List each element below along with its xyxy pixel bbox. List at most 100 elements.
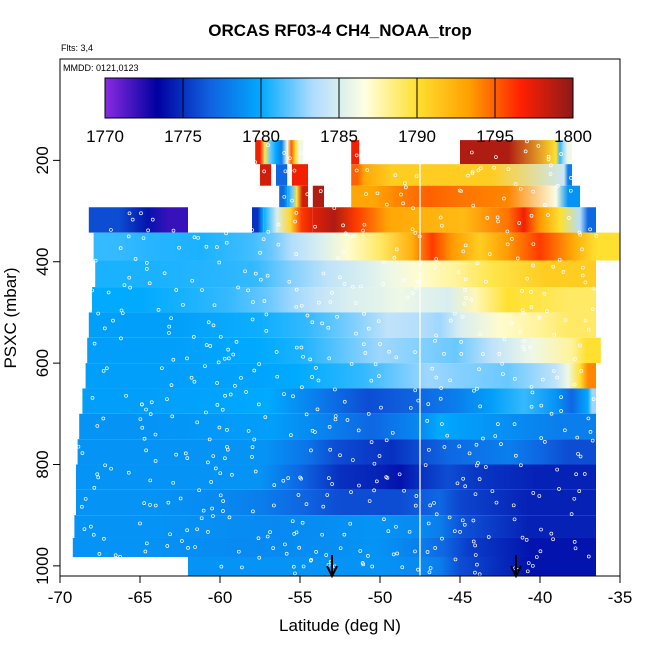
sample-point-224 (563, 318, 568, 322)
sample-point-179 (462, 301, 467, 306)
sample-point-519 (118, 554, 122, 559)
sample-point-248 (387, 349, 391, 354)
heat-cell-3-9 (540, 207, 580, 233)
sample-point-343 (138, 417, 143, 422)
sample-point-542 (440, 536, 444, 541)
heat-cell-5-5 (492, 260, 596, 288)
heat-cell-12-2 (308, 439, 364, 465)
sample-point-479 (490, 489, 495, 493)
sample-point-294 (477, 367, 481, 372)
sample-point-80 (529, 213, 534, 218)
x-tick-label-0: -70 (48, 588, 73, 607)
sample-point-293 (512, 377, 517, 381)
x-tick-label-6: -40 (528, 588, 553, 607)
heat-cell-1-1 (276, 164, 288, 186)
sample-points (76, 139, 599, 577)
sample-point-72 (410, 227, 415, 231)
sample-point-122 (162, 271, 167, 276)
sample-point-228 (227, 356, 231, 361)
sample-point-91 (215, 245, 219, 249)
heat-cell-14-4 (420, 489, 460, 516)
sample-point-62 (266, 229, 271, 234)
sample-point-418 (281, 478, 286, 483)
sample-point-497 (294, 530, 299, 535)
sample-point-81 (567, 216, 571, 220)
sample-point-371 (185, 456, 190, 460)
colorbar-tick-label-2: 1780 (242, 127, 280, 146)
sample-point-286 (448, 378, 452, 383)
sample-point-467 (413, 503, 418, 508)
heat-cell-3-0 (88, 207, 148, 233)
heat-cell-5-0 (95, 260, 220, 288)
sample-point-419 (272, 483, 277, 487)
sample-point-70 (362, 222, 367, 227)
sample-point-233 (231, 352, 236, 357)
sample-point-227 (171, 357, 176, 362)
chart-title: ORCAS RF03-4 CH4_NOAA_trop (208, 21, 472, 40)
sample-point-399 (474, 442, 479, 447)
x-tick-label-2: -60 (208, 588, 233, 607)
heat-cell-16-2 (332, 537, 420, 557)
heat-cell-11-5 (524, 413, 596, 440)
sample-point-484 (138, 521, 142, 526)
sample-point-186 (520, 289, 524, 293)
sample-point-324 (426, 402, 431, 406)
heat-cell-3-4 (290, 207, 313, 233)
sample-point-496 (300, 520, 305, 525)
sample-point-306 (144, 407, 148, 412)
sample-point-11 (469, 150, 474, 155)
sample-point-57 (109, 228, 113, 232)
heat-cell-0-7 (556, 140, 564, 165)
sample-point-255 (481, 352, 485, 356)
sample-point-318 (413, 388, 418, 393)
heat-cell-3-2 (252, 207, 264, 233)
sample-point-171 (294, 287, 299, 292)
sample-point-386 (328, 447, 333, 452)
sample-point-216 (434, 333, 438, 338)
sample-point-541 (433, 546, 438, 550)
sample-point-189 (542, 291, 547, 296)
x-tick-label-4: -50 (368, 588, 393, 607)
sample-point-222 (478, 332, 482, 337)
sample-point-403 (578, 454, 583, 459)
sample-point-258 (502, 337, 507, 341)
sample-point-510 (460, 518, 465, 523)
sample-point-534 (358, 549, 363, 553)
sample-point-431 (423, 463, 428, 467)
sample-point-406 (109, 466, 113, 471)
sample-point-140 (382, 260, 386, 265)
sample-point-119 (580, 247, 584, 252)
heat-cell-12-0 (77, 439, 220, 465)
sample-point-517 (180, 539, 184, 543)
sample-point-300 (124, 393, 128, 398)
sample-point-461 (349, 490, 353, 494)
sample-point-121 (127, 275, 132, 280)
sample-point-398 (499, 442, 503, 446)
sample-point-181 (469, 297, 474, 302)
sample-point-282 (377, 374, 381, 379)
sample-point-547 (572, 540, 577, 544)
heat-cell-11-0 (79, 413, 220, 440)
sample-point-39 (364, 192, 368, 196)
heat-cell-16-0 (72, 537, 188, 557)
sample-point-100 (336, 256, 340, 260)
sample-point-262 (573, 357, 577, 361)
sample-point-342 (153, 432, 158, 437)
heat-cell-9-6 (580, 363, 596, 389)
sample-point-414 (209, 480, 213, 484)
sample-point-273 (257, 362, 261, 366)
sample-point-392 (377, 454, 382, 458)
sample-point-457 (251, 509, 255, 514)
sample-point-332 (559, 395, 563, 400)
sample-point-123 (217, 260, 222, 265)
sample-point-30 (466, 173, 470, 178)
sample-point-74 (485, 216, 490, 220)
sample-point-490 (268, 530, 272, 534)
sample-point-572 (526, 561, 531, 565)
sample-point-537 (391, 552, 396, 557)
sample-point-252 (459, 340, 463, 344)
sample-point-272 (252, 368, 257, 373)
sample-point-303 (149, 400, 154, 405)
sample-point-156 (174, 288, 179, 292)
sample-point-365 (575, 435, 580, 440)
